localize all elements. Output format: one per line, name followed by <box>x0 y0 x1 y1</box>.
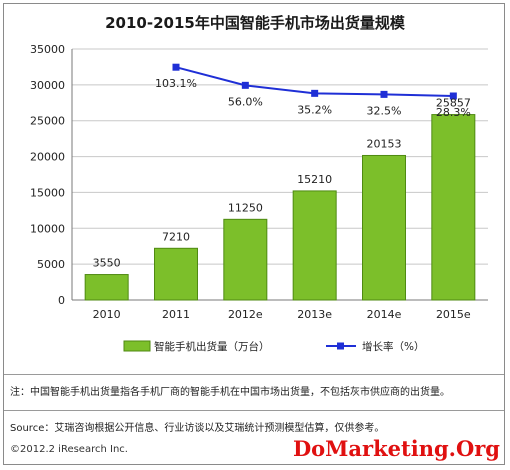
line-layer <box>172 63 457 100</box>
legend-line-marker <box>337 342 344 350</box>
x-tick-label: 2012e <box>228 308 263 321</box>
bar <box>223 218 268 301</box>
label-layer: 3550 2010 7210 2011 11250 2012e 15210 2013e 2015… <box>93 77 471 321</box>
x-tick-label: 2014e <box>367 308 402 321</box>
chart-frame <box>3 3 505 465</box>
chart-svg: 0 5000 10000 15000 20000 25000 30000 35000 3550… <box>30 43 488 353</box>
growth-marker <box>241 81 249 89</box>
source-text: Source：艾瑞咨询根据公开信息、行业访谈以及艾瑞统计预测模型估算，仅供参考。 <box>10 423 385 434</box>
growth-rate-label: 56.0% <box>228 95 263 108</box>
copyright-text: ©2012.2 iResearch Inc. <box>10 444 128 455</box>
footnote-text: 注：中国智能手机出货量指各手机厂商的智能手机在中国市场出货量，不包括灰市供应商的… <box>10 387 450 398</box>
bar <box>292 190 337 301</box>
growth-marker <box>172 63 180 71</box>
bar <box>431 114 476 301</box>
bar-value-label: 11250 <box>228 201 263 214</box>
bar-value-label: 3550 <box>93 257 121 270</box>
bar-value-label: 7210 <box>162 230 190 243</box>
bar-value-label: 15210 <box>297 173 332 186</box>
growth-rate-label: 103.1% <box>155 77 197 90</box>
y-tick-label: 15000 <box>30 186 65 199</box>
y-tick-label: 30000 <box>30 79 65 92</box>
growth-rate-label: 35.2% <box>297 103 332 116</box>
divider-middle <box>4 410 504 411</box>
bar <box>84 274 129 301</box>
grid-layer: 0 5000 10000 15000 20000 25000 30000 35000 <box>30 43 488 307</box>
bar-value-label: 25857 <box>436 97 471 110</box>
y-tick-label: 0 <box>58 294 65 307</box>
y-tick-label: 5000 <box>37 258 65 271</box>
bar-layer <box>84 114 476 301</box>
watermark-text: DoMarketing.Org <box>292 436 500 461</box>
bar <box>362 154 406 301</box>
legend-layer: 智能手机出货量（万台） 增长率（%） <box>123 340 424 353</box>
x-tick-label: 2010 <box>93 308 121 321</box>
legend-bar-label: 智能手机出货量（万台） <box>154 340 270 353</box>
x-tick-label: 2015e <box>436 308 471 321</box>
bar <box>154 247 198 301</box>
y-tick-label: 35000 <box>30 43 65 56</box>
growth-marker <box>380 90 388 98</box>
y-tick-label: 25000 <box>30 115 65 128</box>
x-tick-label: 2013e <box>297 308 332 321</box>
bar-value-label: 20153 <box>367 137 402 150</box>
legend-bar-swatch <box>123 340 151 352</box>
growth-rate-label: 28.3% <box>436 106 471 119</box>
y-tick-label: 20000 <box>30 151 65 164</box>
growth-marker <box>449 92 457 100</box>
x-tick-label: 2011 <box>162 308 190 321</box>
growth-rate-label: 32.5% <box>367 104 402 117</box>
divider-top <box>4 374 504 375</box>
growth-marker <box>311 89 319 97</box>
chart-title: 2010-2015年中国智能手机市场出货量规模 <box>105 14 405 32</box>
legend-line-label: 增长率（%） <box>362 340 424 353</box>
y-tick-label: 10000 <box>30 222 65 235</box>
